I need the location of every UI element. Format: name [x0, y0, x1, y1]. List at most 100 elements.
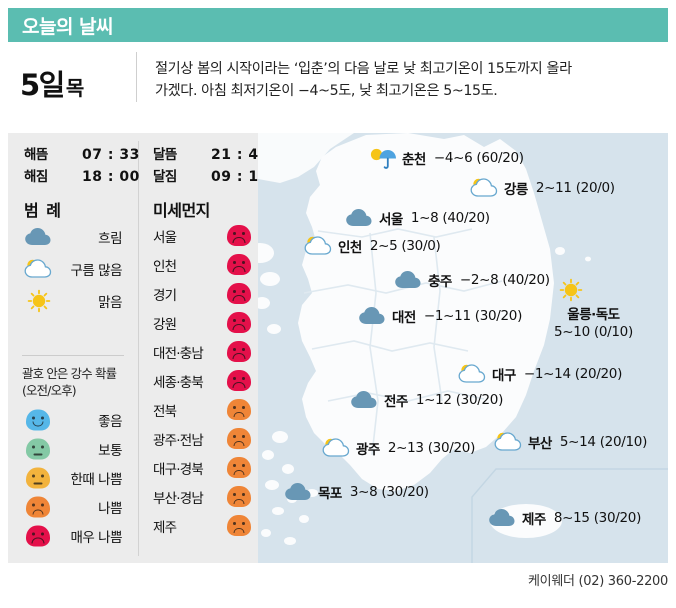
korea-weather-map[interactable]: 춘천 −4~6 (60/20) 강릉 2~11 (20/0) 서울 1~8 (40/20)…: [258, 133, 668, 563]
map-city-강릉[interactable]: 강릉 2~11 (20/0): [468, 175, 615, 201]
city-name: 강릉: [504, 182, 528, 198]
sunset-label: 해짐: [24, 169, 48, 185]
city-name: 대전: [392, 310, 416, 326]
map-city-광주[interactable]: 광주 2~13 (30/20): [320, 435, 475, 461]
map-city-충주[interactable]: 충주 −2~8 (40/20): [392, 267, 550, 293]
legend-label: 흐림: [98, 231, 122, 247]
air-quality-label: 좋음: [98, 413, 122, 430]
city-name: 대구: [492, 368, 516, 384]
air-quality-face-icon: [26, 525, 50, 546]
city-name: 인천: [338, 240, 362, 256]
fine-dust-row: 강원: [139, 308, 258, 337]
city-temperature: 1~12 (30/20): [415, 392, 504, 408]
city-name: 전주: [384, 394, 408, 410]
fine-dust-region: 제주: [153, 519, 177, 536]
cloud-icon: [282, 479, 316, 505]
cloud-icon: [22, 224, 56, 250]
city-temperature: 2~5 (30/0): [369, 238, 441, 254]
sun-behind-cloud-icon: [302, 233, 336, 259]
description-line-2: 가겠다. 아침 최저기온이 −4~5도, 낮 최고기온은 5~15도.: [155, 83, 498, 99]
map-city-인천[interactable]: 인천 2~5 (30/0): [302, 233, 441, 259]
map-city-서울[interactable]: 서울 1~8 (40/20): [343, 205, 490, 231]
map-city-대전[interactable]: 대전 −1~11 (30/20): [356, 303, 522, 329]
city-temperature: −4~6 (60/20): [433, 150, 524, 166]
sun-with-umbrella-icon: [366, 145, 400, 171]
fine-dust-region: 광주·전남: [153, 432, 204, 449]
legend-label: 구름 많음: [70, 263, 123, 279]
panel-divider-1: [22, 355, 124, 356]
fine-dust-row: 세종·충북: [139, 366, 258, 395]
fine-dust-row: 대구·경북: [139, 453, 258, 482]
sun-behind-cloud-icon: [492, 429, 526, 455]
map-city-춘천[interactable]: 춘천 −4~6 (60/20): [366, 145, 524, 171]
sunset-row: 해짐 18 : 00: [24, 165, 140, 185]
moonset-row: 달짐 09 : 12: [153, 165, 269, 185]
cloud-icon: [392, 267, 426, 293]
moonrise-value: 21 : 41: [211, 147, 269, 163]
cloud-icon: [348, 387, 382, 413]
city-temperature: 5~14 (20/10): [559, 434, 648, 450]
cloud-icon: [356, 303, 390, 329]
fine-dust-region: 부산·경남: [153, 490, 204, 507]
fine-dust-region: 인천: [153, 258, 177, 275]
moonset-label: 달짐: [153, 169, 177, 185]
map-city-전주[interactable]: 전주 1~12 (30/20): [348, 387, 503, 413]
rain-note-line-1: 괄호 안은 강수 확률: [22, 366, 117, 381]
sunrise-value: 07 : 33: [82, 147, 140, 163]
fine-dust-region: 세종·충북: [153, 374, 204, 391]
legend-row: 맑음: [8, 285, 138, 317]
header-bar: 오늘의 날씨: [8, 8, 668, 42]
city-name: 부산: [528, 436, 552, 452]
fine-dust-section: 미세먼지 서울 인천 경기 강원 대전·충남 세종·충북 전북 광주·전남 대구·경북 부산·경남…: [139, 197, 258, 540]
sun-behind-cloud-icon: [22, 256, 56, 282]
city-temperature: 8~15 (30/20): [553, 510, 642, 526]
city-name: 춘천: [402, 152, 426, 168]
air-quality-face-icon: [227, 341, 251, 362]
page-title: 오늘의 날씨: [22, 15, 114, 38]
city-temperature: 2~11 (20/0): [535, 180, 615, 196]
air-quality-face-icon: [227, 399, 251, 420]
map-city-부산[interactable]: 부산 5~14 (20/10): [492, 429, 647, 455]
panel-vertical-divider: [138, 141, 139, 556]
air-quality-legend-row: 한때 나쁨: [8, 463, 138, 492]
air-quality-face-icon: [227, 254, 251, 275]
sun-behind-cloud-icon: [468, 175, 502, 201]
intro-section: 5일 목 절기상 봄의 시작이라는 ‘입춘’의 다음 날로 낮 최고기온이 15도…: [8, 52, 668, 124]
air-quality-face-icon: [227, 225, 251, 246]
air-quality-legend-row: 나쁨: [8, 492, 138, 521]
fine-dust-region: 경기: [153, 287, 177, 304]
air-quality-face-icon: [26, 467, 50, 488]
footer-credit: 케이웨더 (02) 360-2200: [528, 574, 668, 589]
info-panel: 해뜸 07 : 33 해짐 18 : 00 달뜸 21 : 41 달짐 09 :…: [8, 133, 268, 563]
legend-row: 구름 많음: [8, 253, 138, 285]
city-temperature: 1~8 (40/20): [410, 210, 490, 226]
city-name: 제주: [522, 512, 546, 528]
air-quality-face-icon: [227, 486, 251, 507]
city-name: 광주: [356, 442, 380, 458]
air-quality-legend: 좋음 보통 한때 나쁨 나쁨 매우 나쁨: [8, 405, 138, 550]
cloud-icon: [343, 205, 377, 231]
map-city-제주[interactable]: 제주 8~15 (30/20): [486, 505, 641, 531]
fine-dust-row: 부산·경남: [139, 482, 258, 511]
city-name: 울릉·독도: [567, 307, 620, 323]
air-quality-face-wrapper: [26, 496, 50, 517]
map-city-울릉·독도[interactable]: 울릉·독도 5~10 (0/10): [554, 277, 633, 340]
sun-behind-cloud-icon: [456, 361, 490, 387]
air-quality-face-icon: [227, 312, 251, 333]
rain-probability-note: 괄호 안은 강수 확률 (오전/오후): [22, 365, 134, 399]
map-city-목포[interactable]: 목포 3~8 (30/20): [282, 479, 429, 505]
sun-icon: [554, 277, 633, 303]
city-temperature: −2~8 (40/20): [459, 272, 550, 288]
map-city-대구[interactable]: 대구 −1~14 (20/20): [456, 361, 622, 387]
fine-dust-row: 전북: [139, 395, 258, 424]
city-temperature: 3~8 (30/20): [349, 484, 429, 500]
legend-title: 범 례: [24, 201, 63, 220]
fine-dust-region: 서울: [153, 229, 177, 246]
fine-dust-row: 서울: [139, 221, 258, 250]
air-quality-face-icon: [26, 409, 50, 430]
sunset-value: 18 : 00: [82, 169, 140, 185]
legend-label: 맑음: [98, 295, 122, 311]
air-quality-face-icon: [26, 438, 50, 459]
